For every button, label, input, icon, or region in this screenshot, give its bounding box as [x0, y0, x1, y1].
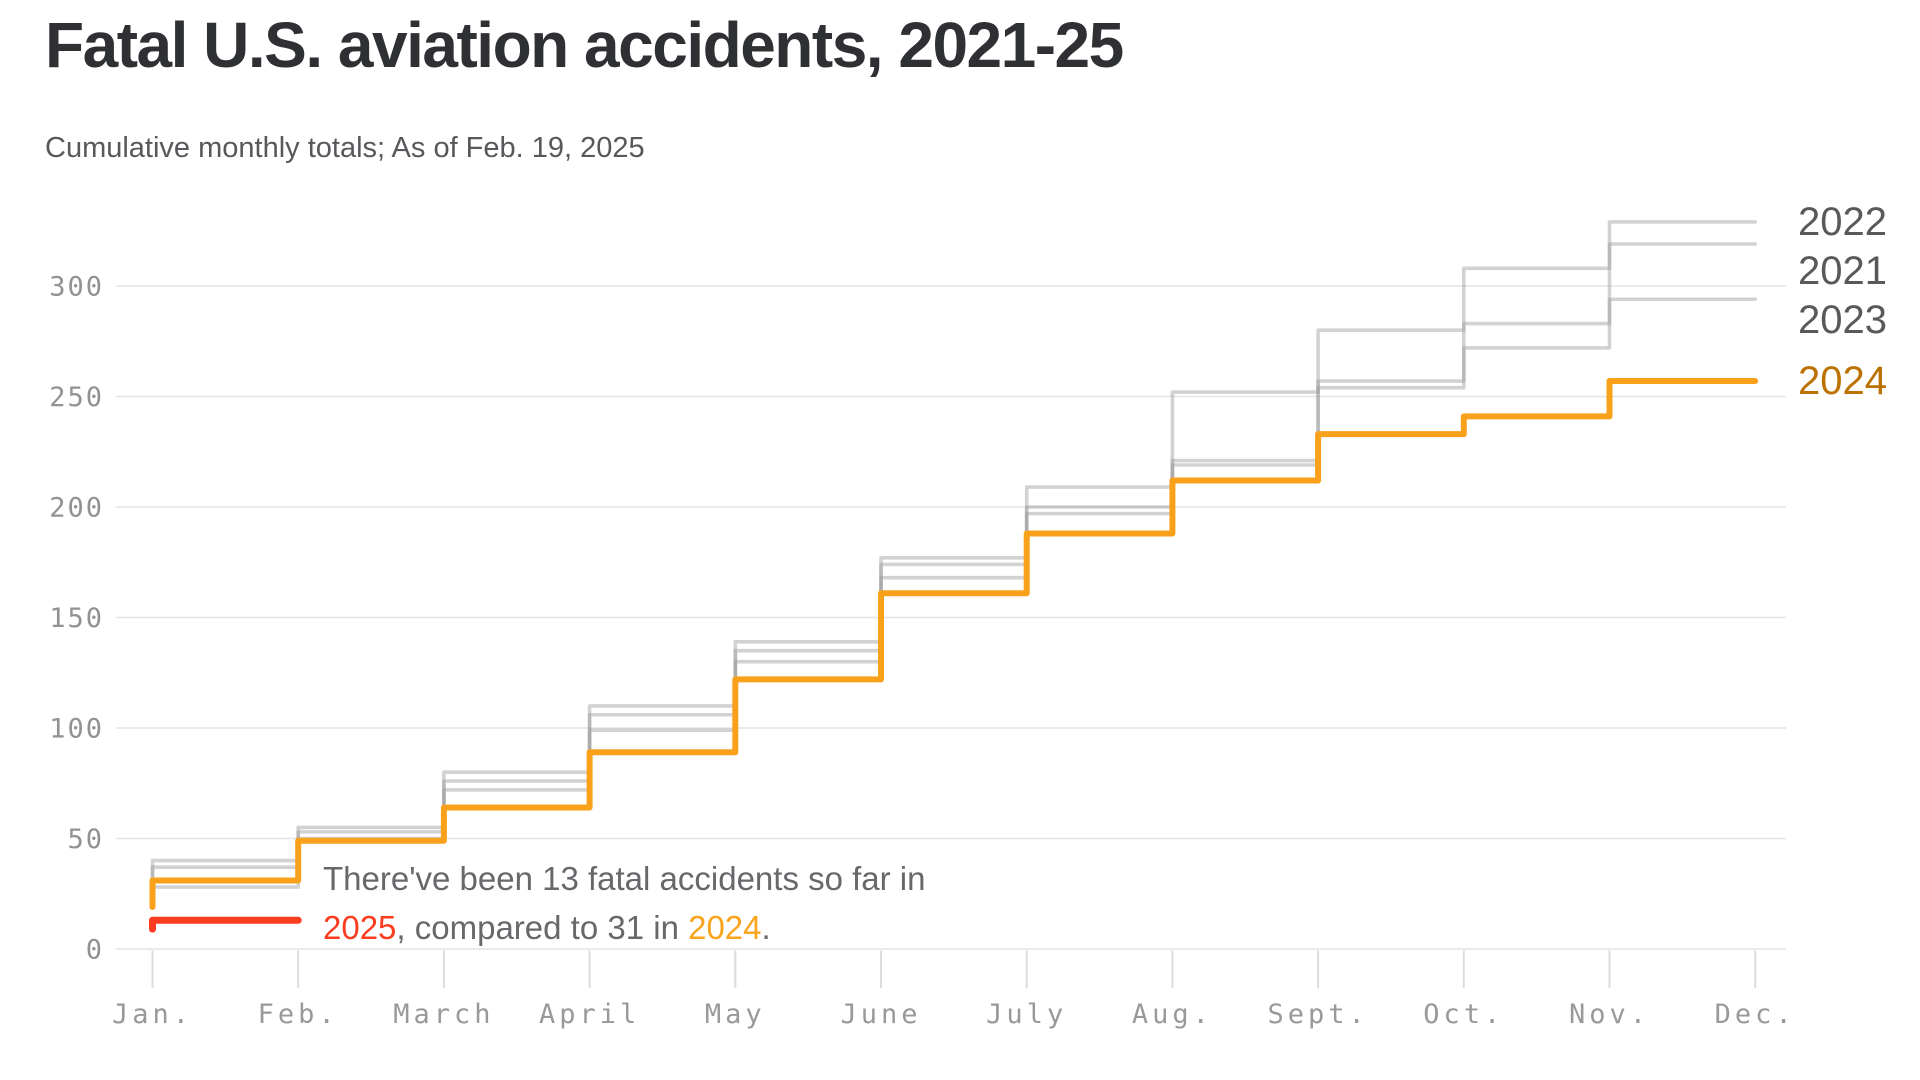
annotation-line-1: There've been 13 fatal accidents so far …: [323, 860, 926, 897]
annotation-2025: 2025: [323, 909, 397, 946]
x-axis-label-Dec: Dec.: [1715, 999, 1796, 1030]
x-axis-label-May: May: [705, 999, 766, 1030]
x-axis-label-Nov: Nov.: [1569, 999, 1650, 1030]
x-axis-label-March: March: [393, 999, 494, 1030]
x-axis-label-Feb: Feb.: [258, 999, 339, 1030]
year-label-2022: 2022: [1798, 200, 1887, 244]
x-axis-label-Aug: Aug.: [1132, 999, 1213, 1030]
page-subtitle: Cumulative monthly totals; As of Feb. 19…: [45, 132, 645, 164]
annotation-mid-text: , compared to 31 in: [396, 909, 689, 946]
page-title: Fatal U.S. aviation accidents, 2021-25: [45, 9, 1124, 81]
series-line-2024: [149, 378, 1759, 911]
y-axis-label-200: 200: [49, 493, 104, 524]
year-label-2023: 2023: [1798, 298, 1887, 342]
x-axis-label-Sept: Sept.: [1267, 999, 1368, 1030]
y-axis-label-300: 300: [49, 272, 104, 303]
series-line-2023: [150, 297, 1757, 903]
y-axis-label-150: 150: [49, 603, 104, 634]
y-axis-label-250: 250: [49, 382, 104, 413]
series-line-2021: [150, 242, 1757, 885]
year-label-2021: 2021: [1798, 249, 1887, 293]
x-axis-label-June: June: [840, 999, 921, 1030]
annotation: There've been 13 fatal accidents so far …: [323, 854, 926, 952]
year-label-2024: 2024: [1798, 359, 1887, 403]
x-axis-label-April: April: [539, 999, 640, 1030]
annotation-line-2: 2025, compared to 31 in 2024.: [323, 903, 926, 952]
annotation-period: .: [761, 909, 771, 946]
x-axis-label-Oct: Oct.: [1423, 999, 1504, 1030]
series-line-2025: [149, 916, 302, 933]
x-axis-label-Jan: Jan.: [112, 999, 193, 1030]
x-axis-label-July: July: [986, 999, 1067, 1030]
y-axis-label-0: 0: [86, 935, 104, 966]
y-axis-label-100: 100: [49, 714, 104, 745]
series-line-2022: [150, 220, 1757, 878]
annotation-2024: 2024: [688, 909, 762, 946]
y-axis-label-50: 50: [67, 824, 104, 855]
